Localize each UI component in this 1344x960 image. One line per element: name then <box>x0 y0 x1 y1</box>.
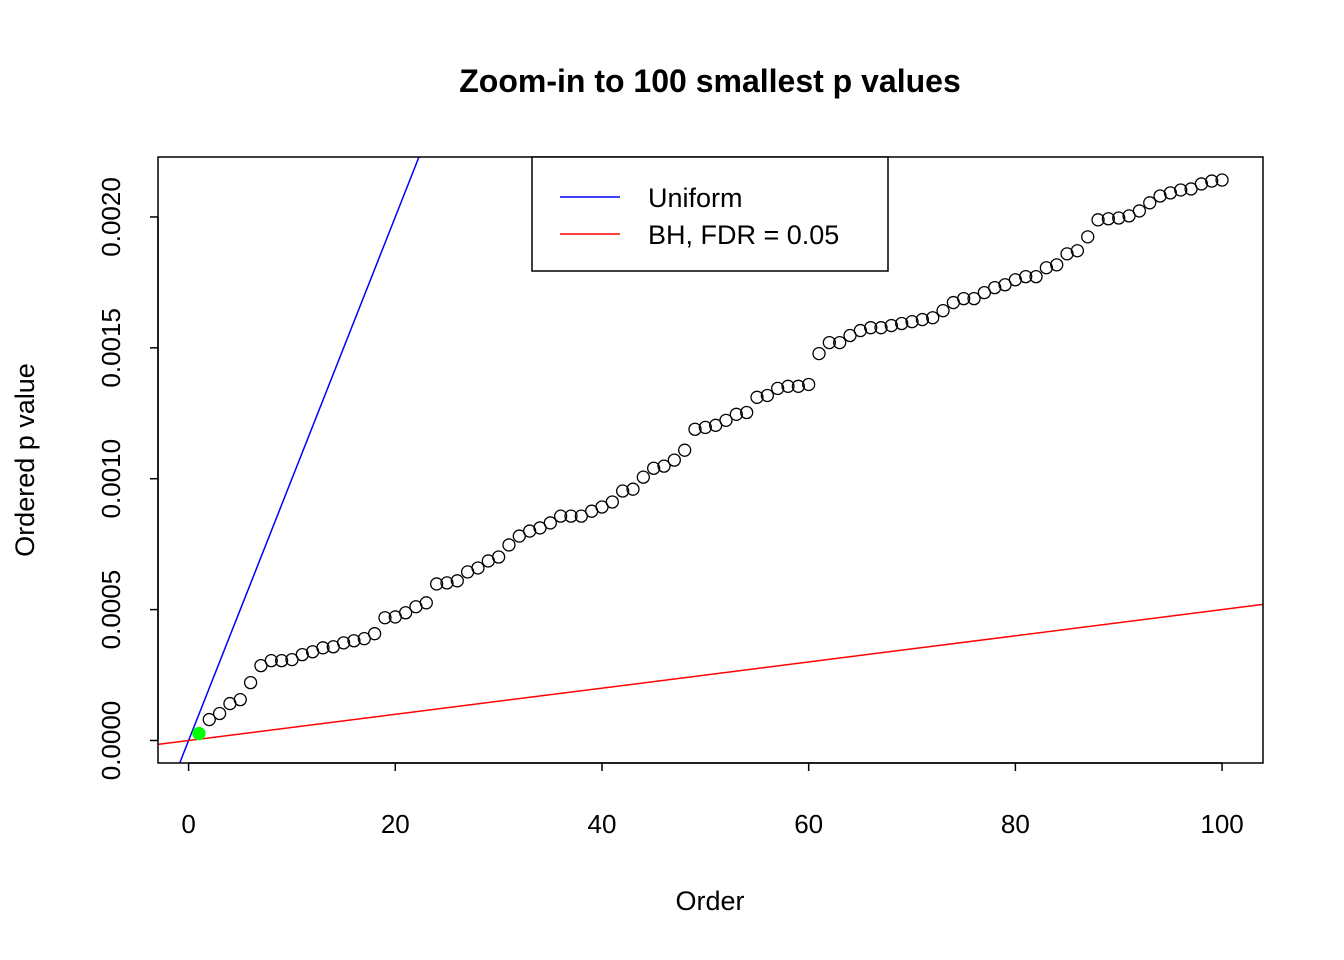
data-point <box>802 377 816 392</box>
data-point <box>1101 212 1116 226</box>
legend-box <box>531 156 889 272</box>
legend-label-bh: BH, FDR = 0.05 <box>648 220 839 250</box>
data-point <box>740 405 754 420</box>
y-tick-label: 0.0010 <box>96 439 126 519</box>
data-point <box>678 443 692 457</box>
data-point <box>1132 204 1147 218</box>
data-point <box>1174 183 1188 197</box>
chart-title: Zoom-in to 100 smallest p values <box>459 63 960 99</box>
data-point <box>636 470 650 484</box>
data-point <box>522 524 537 538</box>
data-point <box>957 291 971 306</box>
data-point <box>915 312 930 327</box>
data-point <box>626 482 640 496</box>
data-point <box>1060 247 1074 261</box>
data-point <box>719 413 733 427</box>
x-tick-label: 80 <box>1001 809 1030 839</box>
data-point <box>812 346 826 361</box>
y-tick-label: 0.0015 <box>96 308 126 388</box>
data-point <box>1215 173 1229 187</box>
data-point <box>1112 211 1126 225</box>
data-point <box>605 495 619 509</box>
data-point <box>367 627 382 641</box>
data-point <box>874 321 888 335</box>
data-point <box>378 611 392 625</box>
data-point <box>1039 261 1054 275</box>
data-point <box>833 335 847 350</box>
y-axis-title: Ordered p value <box>10 363 40 557</box>
data-point <box>926 311 940 325</box>
data-point <box>1194 177 1209 191</box>
data-point <box>491 550 506 564</box>
data-point <box>647 461 661 475</box>
data-point <box>884 318 899 333</box>
data-point <box>864 321 878 335</box>
data-point <box>771 381 785 396</box>
data-point <box>347 634 361 648</box>
data-point <box>1050 258 1064 272</box>
data-point <box>698 420 712 435</box>
data-point <box>1143 196 1157 210</box>
data-point <box>967 291 981 306</box>
data-point <box>264 653 278 668</box>
data-point <box>822 335 837 350</box>
data-point <box>419 596 433 610</box>
data-point <box>295 647 309 662</box>
data-point <box>667 453 681 467</box>
legend-label-uniform: Uniform <box>648 183 743 213</box>
data-point <box>750 390 764 404</box>
x-axis-title: Order <box>675 886 744 916</box>
data-point <box>440 576 454 590</box>
data-point <box>243 675 258 690</box>
data-point <box>564 509 578 523</box>
data-point <box>616 484 630 498</box>
y-tick-label: 0.0005 <box>96 570 126 650</box>
data-point <box>1205 174 1219 188</box>
data-point <box>1153 189 1167 203</box>
data-point <box>657 459 671 473</box>
y-tick-label: 0.0000 <box>96 701 126 781</box>
legend: Uniform BH, FDR = 0.05 <box>531 156 889 272</box>
data-point <box>905 315 919 329</box>
data-point <box>688 422 702 436</box>
data-point <box>233 693 247 707</box>
data-point <box>1081 230 1095 244</box>
data-point <box>1008 273 1023 287</box>
x-tick-label: 60 <box>794 809 823 839</box>
y-tick-label: 0.0020 <box>96 177 126 257</box>
data-point <box>1029 269 1043 284</box>
x-tick-label: 100 <box>1200 809 1243 839</box>
data-point <box>1019 269 1033 284</box>
uniform-line <box>178 157 420 763</box>
x-tick-label: 20 <box>381 809 410 839</box>
data-point <box>553 509 568 523</box>
data-point <box>398 606 413 620</box>
data-point <box>274 653 289 668</box>
data-point <box>316 641 330 655</box>
highlighted-point <box>192 726 206 741</box>
data-point <box>202 712 216 727</box>
data-point <box>781 379 795 393</box>
data-point <box>936 304 950 318</box>
data-point <box>1163 186 1178 200</box>
data-point <box>729 407 743 421</box>
data-point <box>1070 244 1085 258</box>
x-tick-label: 40 <box>588 809 617 839</box>
bh-line <box>158 603 1263 746</box>
data-point <box>791 379 805 393</box>
data-point <box>336 636 351 650</box>
data-point <box>895 316 909 331</box>
data-point <box>543 516 557 530</box>
data-point <box>853 323 868 338</box>
data-point <box>212 706 227 721</box>
data-point <box>502 538 516 552</box>
x-tick-label: 0 <box>181 809 195 839</box>
data-point <box>471 561 485 575</box>
data-point <box>429 577 444 591</box>
data-point <box>760 388 774 403</box>
data-point <box>988 280 1002 295</box>
data-point <box>1091 213 1105 227</box>
data-point <box>450 574 464 588</box>
